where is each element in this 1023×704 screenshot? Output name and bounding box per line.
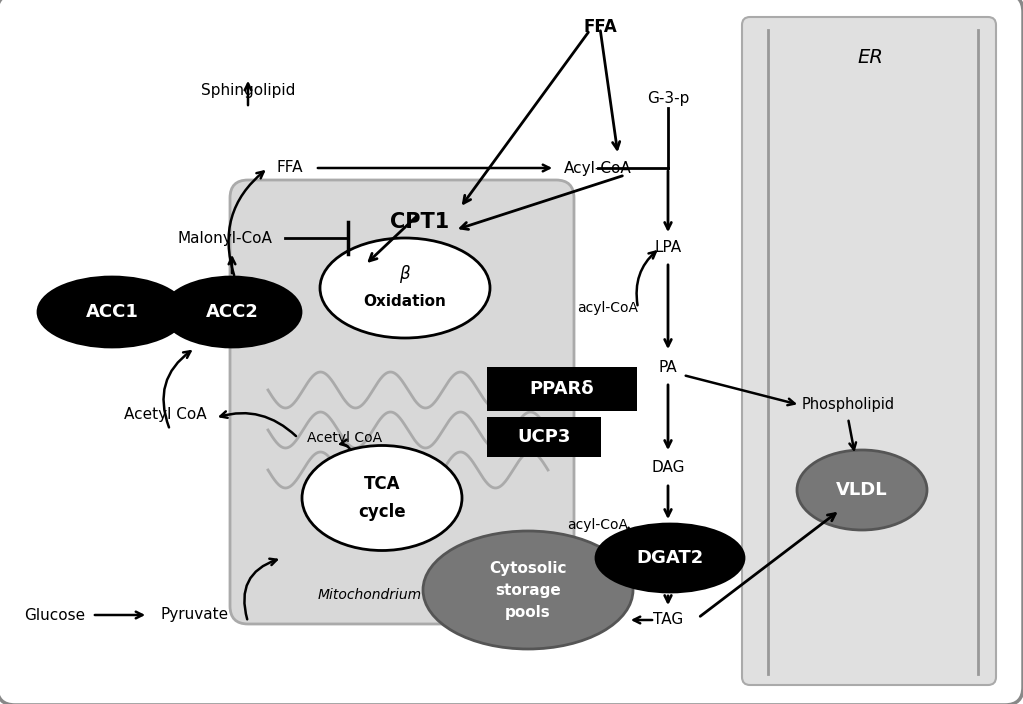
Ellipse shape: [38, 277, 186, 347]
Text: Cytosolic: Cytosolic: [489, 560, 567, 575]
Text: FFA: FFA: [277, 161, 303, 175]
Text: $\beta$: $\beta$: [399, 263, 411, 285]
Ellipse shape: [320, 238, 490, 338]
Text: ACC2: ACC2: [206, 303, 259, 321]
Text: Acyl-CoA: Acyl-CoA: [564, 161, 632, 175]
Ellipse shape: [302, 446, 462, 551]
Text: pools: pools: [505, 605, 550, 620]
Text: Acetyl CoA: Acetyl CoA: [124, 408, 207, 422]
Ellipse shape: [422, 531, 633, 649]
Text: Oxidation: Oxidation: [363, 294, 446, 310]
Text: storage: storage: [495, 582, 561, 598]
Text: CPT1: CPT1: [391, 212, 450, 232]
Text: TCA: TCA: [364, 475, 400, 493]
Text: acyl-CoA: acyl-CoA: [578, 301, 638, 315]
FancyBboxPatch shape: [230, 180, 574, 624]
Text: Pyruvate: Pyruvate: [161, 608, 229, 622]
Text: cycle: cycle: [358, 503, 406, 521]
Text: ACC1: ACC1: [86, 303, 138, 321]
Text: DGAT2: DGAT2: [636, 549, 704, 567]
FancyBboxPatch shape: [742, 17, 996, 685]
Text: PPARδ: PPARδ: [530, 380, 594, 398]
Text: FFA: FFA: [583, 18, 617, 36]
FancyBboxPatch shape: [487, 417, 601, 457]
Text: ER: ER: [857, 48, 883, 67]
Text: LPA: LPA: [655, 241, 681, 256]
Text: UCP3: UCP3: [518, 428, 571, 446]
Text: G-3-p: G-3-p: [647, 91, 690, 106]
Text: Sphingolipid: Sphingolipid: [201, 82, 296, 97]
Text: Phospholipid: Phospholipid: [801, 398, 894, 413]
Text: Mitochondrium: Mitochondrium: [318, 588, 422, 602]
Text: TAG: TAG: [653, 612, 683, 627]
Text: Glucose: Glucose: [25, 608, 86, 622]
Ellipse shape: [797, 450, 927, 530]
Text: Acetyl CoA: Acetyl CoA: [308, 431, 383, 445]
Text: DAG: DAG: [652, 460, 684, 475]
Ellipse shape: [163, 277, 301, 347]
Text: acyl-CoA: acyl-CoA: [568, 518, 628, 532]
Text: VLDL: VLDL: [836, 481, 888, 499]
Ellipse shape: [596, 524, 744, 592]
FancyBboxPatch shape: [487, 367, 637, 411]
Text: Malonyl-CoA: Malonyl-CoA: [178, 230, 272, 246]
Text: PA: PA: [659, 360, 677, 375]
